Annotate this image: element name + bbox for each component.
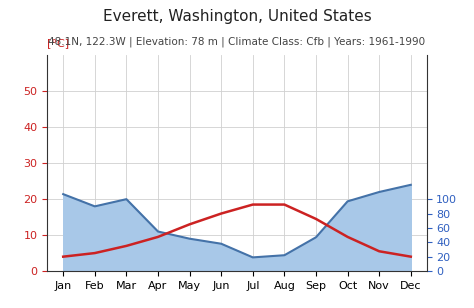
Text: Everett, Washington, United States: Everett, Washington, United States bbox=[103, 9, 371, 24]
Text: 48.1N, 122.3W | Elevation: 78 m | Climate Class: Cfb | Years: 1961-1990: 48.1N, 122.3W | Elevation: 78 m | Climat… bbox=[48, 37, 426, 47]
Text: [°C]: [°C] bbox=[47, 38, 70, 48]
